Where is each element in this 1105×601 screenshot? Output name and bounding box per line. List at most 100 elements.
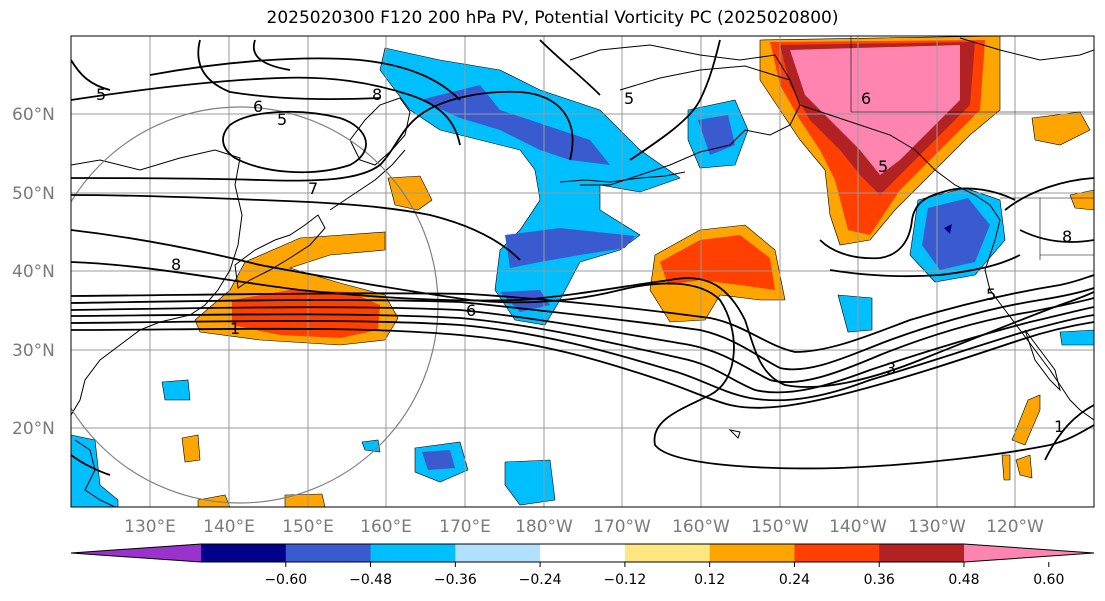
contour-14	[197, 39, 381, 101]
contour-6	[71, 274, 1094, 353]
contour-9	[71, 194, 521, 261]
contour-17	[539, 39, 601, 96]
contour-3	[71, 306, 1094, 394]
contour-label-3: 5	[277, 110, 287, 129]
colorbar-segment	[201, 544, 287, 562]
lon-label-150w: 150°W	[751, 517, 809, 537]
contour-15	[71, 59, 111, 91]
graticule	[71, 36, 1094, 507]
contour-4	[71, 297, 1094, 384]
contour-label-4: 8	[372, 85, 382, 104]
contour-1	[71, 321, 1094, 409]
lat-label-60n: 60°N	[12, 105, 55, 125]
map-frame	[70, 35, 1095, 508]
colorbar-tick-label: −0.36	[434, 572, 477, 588]
negative-anomaly-small-2	[837, 294, 873, 333]
contour-label-15: 1	[1054, 417, 1064, 436]
lat-label-20n: 20°N	[12, 419, 55, 439]
contour-2	[71, 314, 1094, 402]
coast-kamchatka	[349, 97, 411, 166]
colorbar-segment	[540, 544, 626, 562]
positive-anomaly-east-canada	[1031, 111, 1091, 146]
colorbar-tick-label: 0.48	[948, 572, 979, 588]
contour-23	[1044, 404, 1094, 461]
colorbar-tick-label: 0.36	[864, 572, 895, 588]
contour-7	[71, 261, 1094, 388]
contour-label-8: 6	[466, 301, 476, 320]
lon-label-130e: 130°E	[124, 517, 176, 537]
contour-16	[252, 39, 291, 71]
colorbar-tick-label: 0.24	[779, 572, 810, 588]
negative-anomaly-core-3	[500, 290, 550, 312]
lon-label-160e: 160°E	[360, 517, 412, 537]
contour-19	[819, 187, 1016, 260]
map-title: 2025020300 F120 200 hPa PV, Potential Vo…	[266, 8, 839, 28]
coast-japan	[234, 214, 326, 289]
contour-21	[1004, 177, 1094, 211]
contour-11	[222, 110, 367, 174]
colorbar-tick-label: 0.60	[1033, 572, 1064, 588]
colorbar-tick-label: −0.24	[519, 572, 562, 588]
colorbar-segment	[624, 544, 711, 562]
positive-anomaly-small-6	[1015, 454, 1033, 479]
lat-label-50n: 50°N	[12, 184, 55, 204]
colorbar-segment	[285, 544, 372, 562]
contour-18	[629, 39, 721, 161]
colorbar-tick-label: −0.48	[349, 572, 392, 588]
positive-anomaly-small-5	[1001, 454, 1011, 481]
contour-labels: 5 6 5 8 5 7 8 6 6 5 5 3 8 1 1	[96, 85, 1072, 436]
colorbar-extend-low	[71, 544, 201, 562]
lon-label-140w: 140°W	[829, 517, 887, 537]
contour-label-5: 5	[624, 89, 634, 108]
colorbar: −0.60 −0.48 −0.36 −0.24 −0.12 0.12 0.24 0.36 0.4…	[70, 543, 1095, 588]
colorbar-segment	[370, 544, 456, 562]
contour-label-2: 6	[253, 97, 263, 116]
coast-aleutians	[559, 171, 686, 183]
pv-contours	[71, 39, 1094, 476]
lon-label-180w: 180°W	[515, 517, 573, 537]
colorbar-tick-label: −0.60	[264, 572, 307, 588]
negative-anomaly-core-1	[420, 85, 610, 165]
contour-label-7: 8	[171, 255, 181, 274]
contour-5	[71, 287, 1094, 371]
negative-anomaly-small-1	[161, 379, 191, 401]
colorbar-tick-label: −0.12	[603, 572, 646, 588]
coastlines	[71, 37, 1094, 507]
negative-anomaly-small-4	[1059, 329, 1094, 346]
contour-20	[829, 254, 1021, 278]
lat-label-40n: 40°N	[12, 262, 55, 282]
contour-label-6: 7	[308, 179, 318, 198]
lon-label-150e: 150°E	[282, 517, 334, 537]
lon-label-130w: 130°W	[908, 517, 966, 537]
coast-alaska	[569, 44, 801, 186]
latitude-axis: 60°N 50°N 40°N 30°N 20°N	[12, 105, 55, 439]
colorbar-segment	[879, 544, 965, 562]
positive-anomaly-small-4	[1011, 394, 1041, 446]
negative-anomaly-subtropical-2	[504, 459, 556, 506]
negative-anomaly-alaska-core	[698, 115, 735, 155]
coast-hawaii	[728, 429, 741, 439]
longitude-axis: 130°E 140°E 150°E 160°E 170°E 180°W 170°…	[124, 517, 1044, 537]
contour-13	[149, 57, 461, 101]
lat-label-30n: 30°N	[12, 341, 55, 361]
contour-label-14: 1	[230, 319, 240, 338]
lon-label-170e: 170°E	[439, 517, 491, 537]
contour-label-12: 3	[886, 359, 896, 378]
contour-label-9: 6	[861, 89, 871, 108]
colorbar-segment	[709, 544, 795, 562]
positive-anomaly-small-1	[181, 434, 201, 463]
contour-10	[71, 90, 574, 182]
contour-24	[71, 454, 111, 476]
colorbar-extend-high	[964, 544, 1094, 562]
lon-label-120w: 120°W	[986, 517, 1044, 537]
contour-label-11: 5	[986, 285, 996, 304]
borders	[850, 36, 1094, 260]
coast-baja	[1024, 329, 1061, 392]
positive-anomaly-central-pacific-core	[660, 235, 775, 290]
positive-anomaly-alaska-max	[790, 45, 960, 175]
negative-anomaly-core-2	[505, 228, 635, 268]
colorbar-segment	[794, 544, 880, 562]
coast-north-america	[799, 104, 1094, 421]
negative-anomaly-subtropical-1-core	[422, 450, 455, 470]
contour-22	[1019, 229, 1094, 243]
